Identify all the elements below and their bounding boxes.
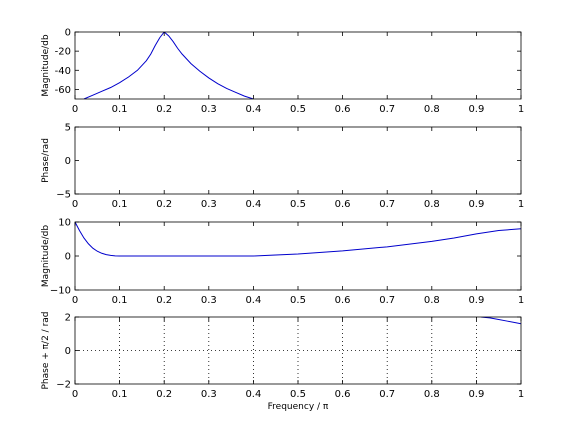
x-tick-label: 0.8 (424, 295, 440, 306)
y-axis-label: Phase/rad (41, 138, 51, 183)
x-tick-label: 0.1 (112, 295, 128, 306)
x-tick-label: 0.8 (424, 199, 440, 210)
y-axis-label: Magnitude/db (41, 225, 51, 287)
y-tick-label: 2 (65, 313, 71, 324)
subplot-3: 0 0.1 0.2 0.3 0.4 0.5 0.6 0.7 0.8 0.9 1−10010Magni… (41, 218, 524, 307)
x-tick-label: 0 (72, 389, 78, 400)
subplot-2: 0 0.1 0.2 0.3 0.4 0.5 0.6 0.7 0.8 0.9 1−505Phase/r… (41, 123, 524, 211)
y-tick-label: −2 (56, 380, 71, 391)
x-tick-label: 0.8 (424, 104, 440, 115)
y-tick-label: 10 (58, 218, 71, 229)
x-tick-label: 0.5 (290, 389, 306, 400)
x-tick-label: 0.3 (201, 199, 217, 210)
x-tick-label: 1 (518, 389, 524, 400)
x-tick-label: 0.3 (201, 295, 217, 306)
y-tick-label: -20 (55, 47, 71, 58)
y-tick-label: -60 (55, 85, 71, 96)
x-tick-label: 0.1 (112, 199, 128, 210)
y-tick-label: 5 (65, 123, 71, 134)
x-tick-label: 0.9 (468, 389, 484, 400)
series-line-1 (480, 317, 521, 325)
x-tick-label: 0.2 (156, 199, 172, 210)
x-tick-label: 0 (72, 295, 78, 306)
y-tick-label: −10 (50, 286, 71, 297)
x-tick-label: 0.1 (112, 389, 128, 400)
series-line-1 (83, 32, 254, 99)
y-tick-label: 0 (65, 28, 71, 39)
x-tick-label: 0.3 (201, 104, 217, 115)
x-tick-label: 0.6 (335, 389, 351, 400)
x-tick-label: 0.5 (290, 104, 306, 115)
y-axis-label: Phase + π/2 / rad (41, 312, 51, 390)
x-tick-label: 1 (518, 295, 524, 306)
y-tick-label: 0 (65, 156, 71, 167)
x-tick-label: 0.7 (379, 295, 395, 306)
x-tick-label: 0.2 (156, 295, 172, 306)
x-tick-label: 0.4 (245, 104, 261, 115)
x-tick-label: 0.5 (290, 295, 306, 306)
x-tick-label: 0.4 (245, 295, 261, 306)
x-tick-label: 1 (518, 104, 524, 115)
x-tick-label: 0.7 (379, 389, 395, 400)
x-tick-label: 0.6 (335, 295, 351, 306)
subplot-1: 0 0.1 0.2 0.3 0.4 0.5 0.6 0.7 0.8 0.9 1 -60 -40 -20 0 M… (41, 28, 524, 116)
y-axis-label: Magnitude/db (41, 34, 51, 96)
x-tick-label: 0.4 (245, 199, 261, 210)
x-axis-label: Frequency / π (268, 402, 329, 412)
x-tick-label: 0.9 (468, 295, 484, 306)
x-tick-label: 0.3 (201, 389, 217, 400)
x-tick-label: 0.6 (335, 199, 351, 210)
x-tick-label: 0.6 (335, 104, 351, 115)
x-tick-label: 1 (518, 199, 524, 210)
series-line-1 (75, 222, 521, 257)
x-tick-label: 0.8 (424, 389, 440, 400)
y-tick-label: 0 (65, 252, 71, 263)
x-tick-label: 0.2 (156, 104, 172, 115)
y-tick-label: -40 (55, 66, 71, 77)
x-tick-label: 0.4 (245, 389, 261, 400)
x-tick-label: 0.9 (468, 199, 484, 210)
x-tick-label: 0.5 (290, 199, 306, 210)
x-tick-label: 0.7 (379, 199, 395, 210)
x-tick-label: 0.1 (112, 104, 128, 115)
subplots-container: 0 0.1 0.2 0.3 0.4 0.5 0.6 0.7 0.8 0.9 1 -60 -40 -20 0 M… (41, 28, 524, 413)
x-tick-label: 0.9 (468, 104, 484, 115)
y-tick-label: −5 (56, 190, 71, 201)
x-tick-label: 0 (72, 104, 78, 115)
x-tick-label: 0 (72, 199, 78, 210)
x-tick-label: 0.7 (379, 104, 395, 115)
y-tick-label: 0 (65, 346, 71, 357)
x-tick-label: 0.2 (156, 389, 172, 400)
